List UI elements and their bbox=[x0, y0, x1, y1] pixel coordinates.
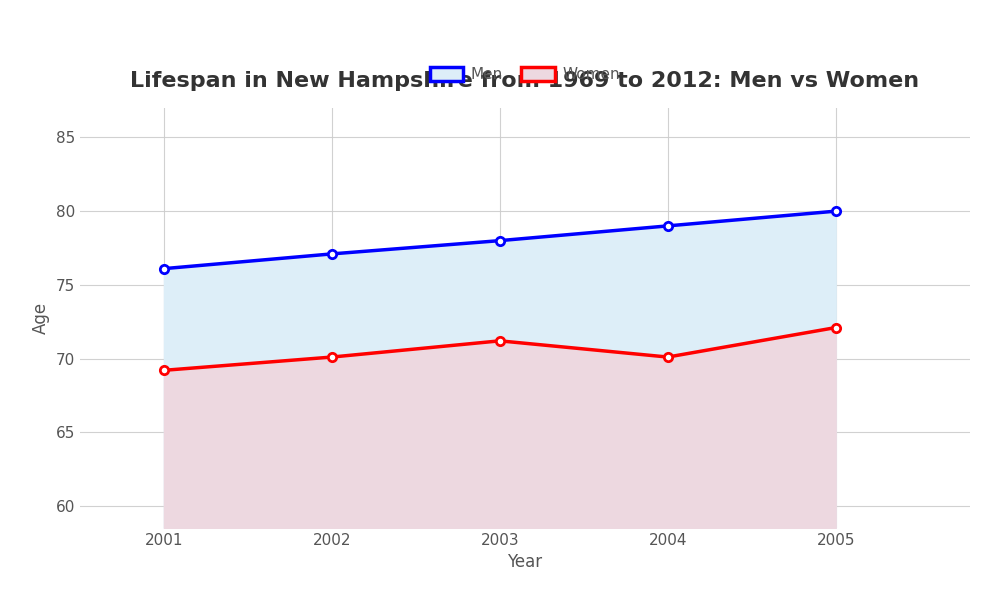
Legend: Men, Women: Men, Women bbox=[424, 61, 626, 88]
Title: Lifespan in New Hampshire from 1969 to 2012: Men vs Women: Lifespan in New Hampshire from 1969 to 2… bbox=[130, 71, 920, 91]
X-axis label: Year: Year bbox=[507, 553, 543, 571]
Y-axis label: Age: Age bbox=[32, 302, 50, 334]
